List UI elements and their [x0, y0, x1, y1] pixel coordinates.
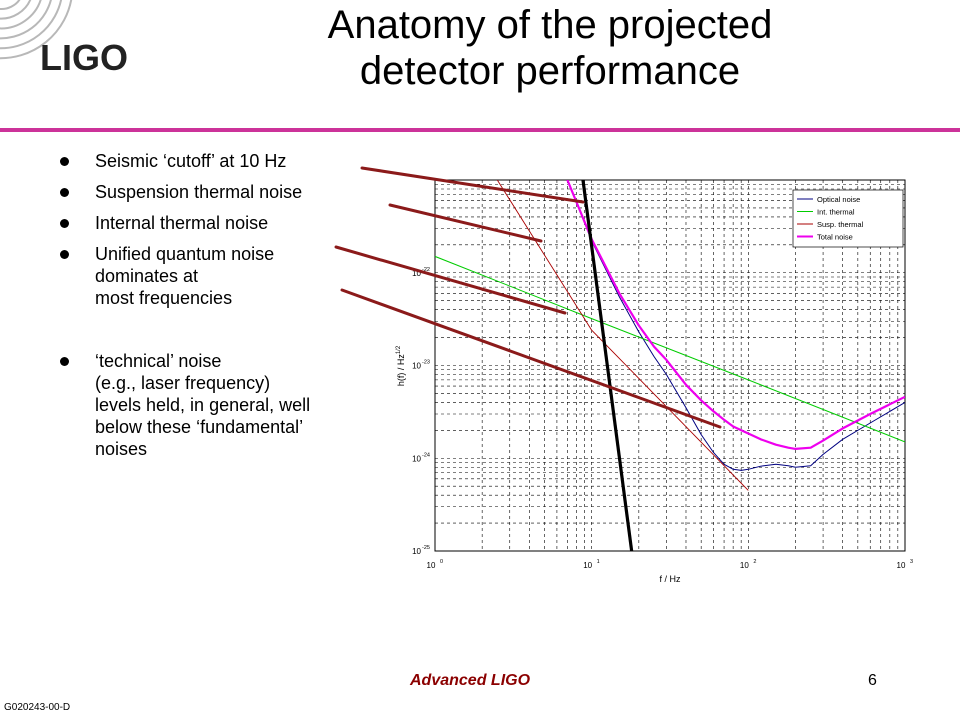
title-line-1: Anatomy of the projected [327, 3, 773, 47]
y-tick-label: 10 [412, 269, 421, 278]
footer-title: Advanced LIGO [410, 672, 531, 689]
callout-quantum [340, 288, 722, 429]
y-tick-label: 10 [412, 547, 421, 556]
slide-title: Anatomy of the projected detector perfor… [230, 2, 870, 94]
title-line-2: detector performance [359, 49, 741, 93]
bullet-dot [60, 157, 69, 166]
chart-legend: Optical noise Int. thermal Susp. thermal To… [792, 189, 904, 248]
x-tick-exponent: 3 [910, 559, 913, 565]
callout-internal [334, 245, 567, 315]
bullet-list: Seismic ‘cutoff’ at 10 Hz Suspension the… [60, 150, 390, 460]
y-tick-label: 10 [412, 362, 421, 371]
callout-arrows [334, 166, 722, 429]
page-number: 6 [868, 672, 877, 689]
bullet-internal: Internal thermal noise [60, 212, 390, 234]
bullet-suspension: Suspension thermal noise [60, 181, 390, 203]
bullet-text: Seismic ‘cutoff’ at 10 Hz [95, 151, 287, 171]
bullet-dot [60, 357, 69, 366]
x-tick-exponent: 1 [597, 559, 600, 565]
bullet-text: Internal thermal noise [95, 213, 269, 233]
bullet-seismic: Seismic ‘cutoff’ at 10 Hz [60, 150, 390, 172]
y-tick-exponent: -23 [422, 360, 430, 366]
bullet-technical: ‘technical’ noise (e.g., laser frequency… [60, 350, 390, 460]
callout-suspension [388, 203, 543, 243]
ligo-logo: LIGO [0, 0, 128, 78]
bullet-text-line: below these ‘fundamental’ [95, 417, 304, 437]
bullet-quantum: Unified quantum noise dominates at most … [60, 243, 390, 309]
y-tick-exponent: -24 [422, 452, 430, 458]
bullet-dot [60, 250, 69, 259]
ligo-logo-text: LIGO [40, 37, 128, 78]
title-divider [0, 128, 960, 132]
bullet-dot [60, 219, 69, 228]
optical-noise-line [566, 180, 905, 471]
total-noise-line [566, 180, 905, 450]
plot-frame [434, 179, 906, 552]
bullet-text-line: levels held, in general, well [95, 395, 311, 415]
x-tick-exponent: 0 [440, 559, 443, 565]
y-tick-exponent: -22 [422, 267, 430, 273]
x-axis-label: f / Hz [659, 574, 681, 584]
bullet-text-line: most frequencies [95, 288, 233, 308]
axis-labels: f / Hz h(f) / Hz1/2 [396, 345, 681, 584]
suspension-thermal-line [496, 180, 749, 491]
y-axis-label-main: h(f) / Hz [396, 354, 406, 387]
legend-label-total: Total noise [817, 233, 853, 242]
x-tick-label: 10 [427, 561, 436, 570]
bullet-text-line: dominates at [95, 266, 199, 286]
seismic-cutoff-line [581, 179, 634, 552]
callout-seismic [360, 166, 585, 204]
bullet-text: Suspension thermal noise [95, 182, 303, 202]
chart-series [435, 179, 905, 552]
bullet-text-line: ‘technical’ noise [95, 351, 222, 371]
bullet-text-line: noises [95, 439, 148, 459]
bullet-dot [60, 188, 69, 197]
internal-thermal-line [435, 255, 905, 443]
bullet-text-line: (e.g., laser frequency) [95, 373, 271, 393]
x-tick-label: 10 [897, 561, 906, 570]
x-tick-label: 10 [740, 561, 749, 570]
x-tick-label: 10 [583, 561, 592, 570]
y-tick-exponent: -25 [422, 545, 430, 551]
legend-label-internal: Int. thermal [817, 208, 855, 217]
y-tick-label: 10 [412, 454, 421, 463]
y-axis-label-exp: 1/2 [396, 345, 402, 354]
y-axis-label: h(f) / Hz1/2 [396, 345, 406, 386]
x-tick-exponent: 2 [753, 559, 756, 565]
legend-label-suspension: Susp. thermal [817, 220, 864, 229]
legend-label-optical: Optical noise [817, 195, 860, 204]
bullet-text-line: Unified quantum noise [95, 244, 275, 264]
document-id: G020243-00-D [4, 702, 71, 713]
